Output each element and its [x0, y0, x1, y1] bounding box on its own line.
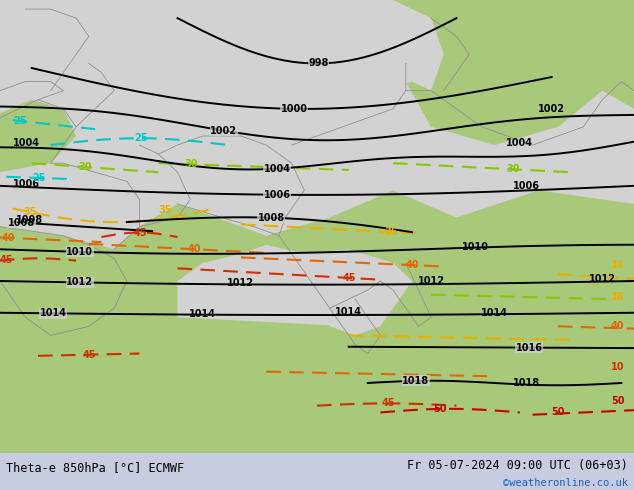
Text: 1006: 1006	[13, 178, 40, 189]
Polygon shape	[0, 0, 444, 109]
Text: 1012: 1012	[418, 276, 444, 286]
Text: 1008: 1008	[257, 213, 285, 223]
Polygon shape	[330, 290, 393, 335]
Text: 30: 30	[79, 162, 92, 172]
Text: 1004: 1004	[13, 138, 40, 148]
Text: 40: 40	[2, 233, 15, 243]
Text: 16: 16	[611, 292, 624, 302]
Polygon shape	[0, 9, 114, 91]
Text: 1006: 1006	[513, 181, 540, 191]
Text: ©weatheronline.co.uk: ©weatheronline.co.uk	[503, 478, 628, 489]
Polygon shape	[0, 99, 76, 172]
Text: 1008: 1008	[16, 215, 43, 225]
Polygon shape	[139, 136, 330, 236]
Text: 45: 45	[133, 227, 147, 238]
Text: 1018: 1018	[513, 378, 540, 388]
Polygon shape	[571, 0, 634, 46]
Polygon shape	[178, 245, 412, 326]
Text: 40: 40	[611, 321, 624, 331]
Text: 1004: 1004	[264, 164, 290, 173]
Text: 35: 35	[23, 207, 37, 217]
Text: 1002: 1002	[538, 104, 565, 114]
Text: 14: 14	[611, 260, 624, 270]
Text: 1016: 1016	[516, 343, 543, 353]
Text: 998: 998	[309, 58, 329, 69]
Polygon shape	[127, 23, 406, 145]
Polygon shape	[0, 163, 139, 249]
Text: 25: 25	[134, 133, 148, 143]
Text: 1012: 1012	[589, 274, 616, 284]
Text: 25: 25	[13, 116, 27, 126]
Text: 1012: 1012	[228, 278, 254, 288]
Text: 1018: 1018	[403, 376, 429, 386]
Text: 35: 35	[158, 205, 172, 215]
Text: 45: 45	[381, 398, 395, 408]
Text: 35: 35	[385, 227, 398, 237]
Text: 50: 50	[551, 408, 565, 417]
Text: 50: 50	[433, 404, 446, 414]
Text: 10: 10	[611, 362, 624, 372]
Text: 30: 30	[507, 164, 520, 174]
Polygon shape	[0, 191, 634, 453]
Text: Theta-e 850hPa [°C] ECMWF: Theta-e 850hPa [°C] ECMWF	[6, 461, 184, 474]
Text: 1010: 1010	[67, 247, 93, 257]
Text: 1008: 1008	[8, 218, 35, 228]
Text: 1014: 1014	[481, 308, 508, 318]
Text: 30: 30	[184, 159, 197, 170]
Text: 45: 45	[83, 350, 96, 360]
Text: 40: 40	[406, 260, 420, 270]
Polygon shape	[380, 0, 634, 145]
Text: 1012: 1012	[67, 277, 93, 288]
Text: 1014: 1014	[335, 307, 362, 317]
Text: 45: 45	[343, 273, 356, 283]
Text: Fr 05-07-2024 09:00 UTC (06+03): Fr 05-07-2024 09:00 UTC (06+03)	[407, 459, 628, 471]
Text: 1002: 1002	[210, 125, 237, 136]
Text: 1004: 1004	[507, 138, 533, 148]
Text: 1000: 1000	[281, 104, 307, 114]
Text: 45: 45	[0, 255, 13, 265]
Text: 1014: 1014	[40, 308, 67, 318]
Text: 1014: 1014	[190, 309, 216, 318]
Text: 1010: 1010	[462, 242, 489, 252]
Text: 40: 40	[187, 244, 201, 254]
Text: 1006: 1006	[264, 190, 290, 200]
Text: 50: 50	[611, 396, 624, 406]
Text: 25: 25	[32, 173, 45, 183]
